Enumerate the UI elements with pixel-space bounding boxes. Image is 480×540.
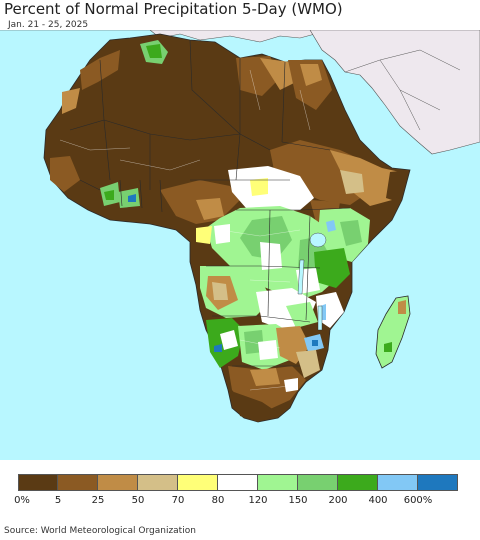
legend-tick-label: 600% (403, 495, 433, 506)
legend-tick-label: 25 (91, 495, 105, 506)
legend-tick-label: 50 (131, 495, 145, 506)
legend-swatch (218, 474, 258, 491)
legend-color-bar (18, 474, 478, 491)
legend-swatch (338, 474, 378, 491)
precip-regions (50, 40, 408, 422)
lake-victoria (309, 232, 327, 248)
country-borders (69, 39, 351, 367)
legend-tick-label: 200 (328, 495, 348, 506)
lakes (297, 232, 327, 331)
source-note: Source: World Meteorological Organizatio… (4, 526, 196, 536)
legend-swatch (298, 474, 338, 491)
legend-swatch (418, 474, 458, 491)
arabia-border-lines (344, 49, 461, 131)
legend: 0% 5 25 50 70 80 120 150 200 400 600% (14, 474, 478, 509)
map-canvas (0, 30, 480, 460)
legend-swatch (178, 474, 218, 491)
legend-swatch (138, 474, 178, 491)
legend-tick-label: 80 (211, 495, 225, 506)
legend-swatch (258, 474, 298, 491)
legend-tick-label: 120 (248, 495, 268, 506)
legend-swatch (98, 474, 138, 491)
lake-tanganyika (297, 259, 305, 295)
legend-swatch (58, 474, 98, 491)
lake-malawi (317, 305, 323, 331)
legend-swatch (378, 474, 418, 491)
madagascar-wet-spot (384, 342, 392, 352)
precipitation-map (0, 30, 480, 460)
madagascar-north (398, 300, 406, 314)
legend-tick-label: 400 (368, 495, 388, 506)
legend-ticks: 0% 5 25 50 70 80 120 150 200 400 600% (14, 495, 478, 509)
admin-lines (59, 69, 311, 391)
legend-tick-label: 0% (14, 495, 30, 506)
legend-swatch (18, 474, 58, 491)
middle-east-land (309, 30, 480, 155)
legend-tick-label: 150 (288, 495, 308, 506)
legend-tick-label: 70 (171, 495, 185, 506)
date-range: Jan. 21 - 25, 2025 (8, 20, 89, 30)
page-title: Percent of Normal Precipitation 5-Day (W… (4, 0, 343, 18)
legend-tick-label: 5 (54, 495, 62, 506)
